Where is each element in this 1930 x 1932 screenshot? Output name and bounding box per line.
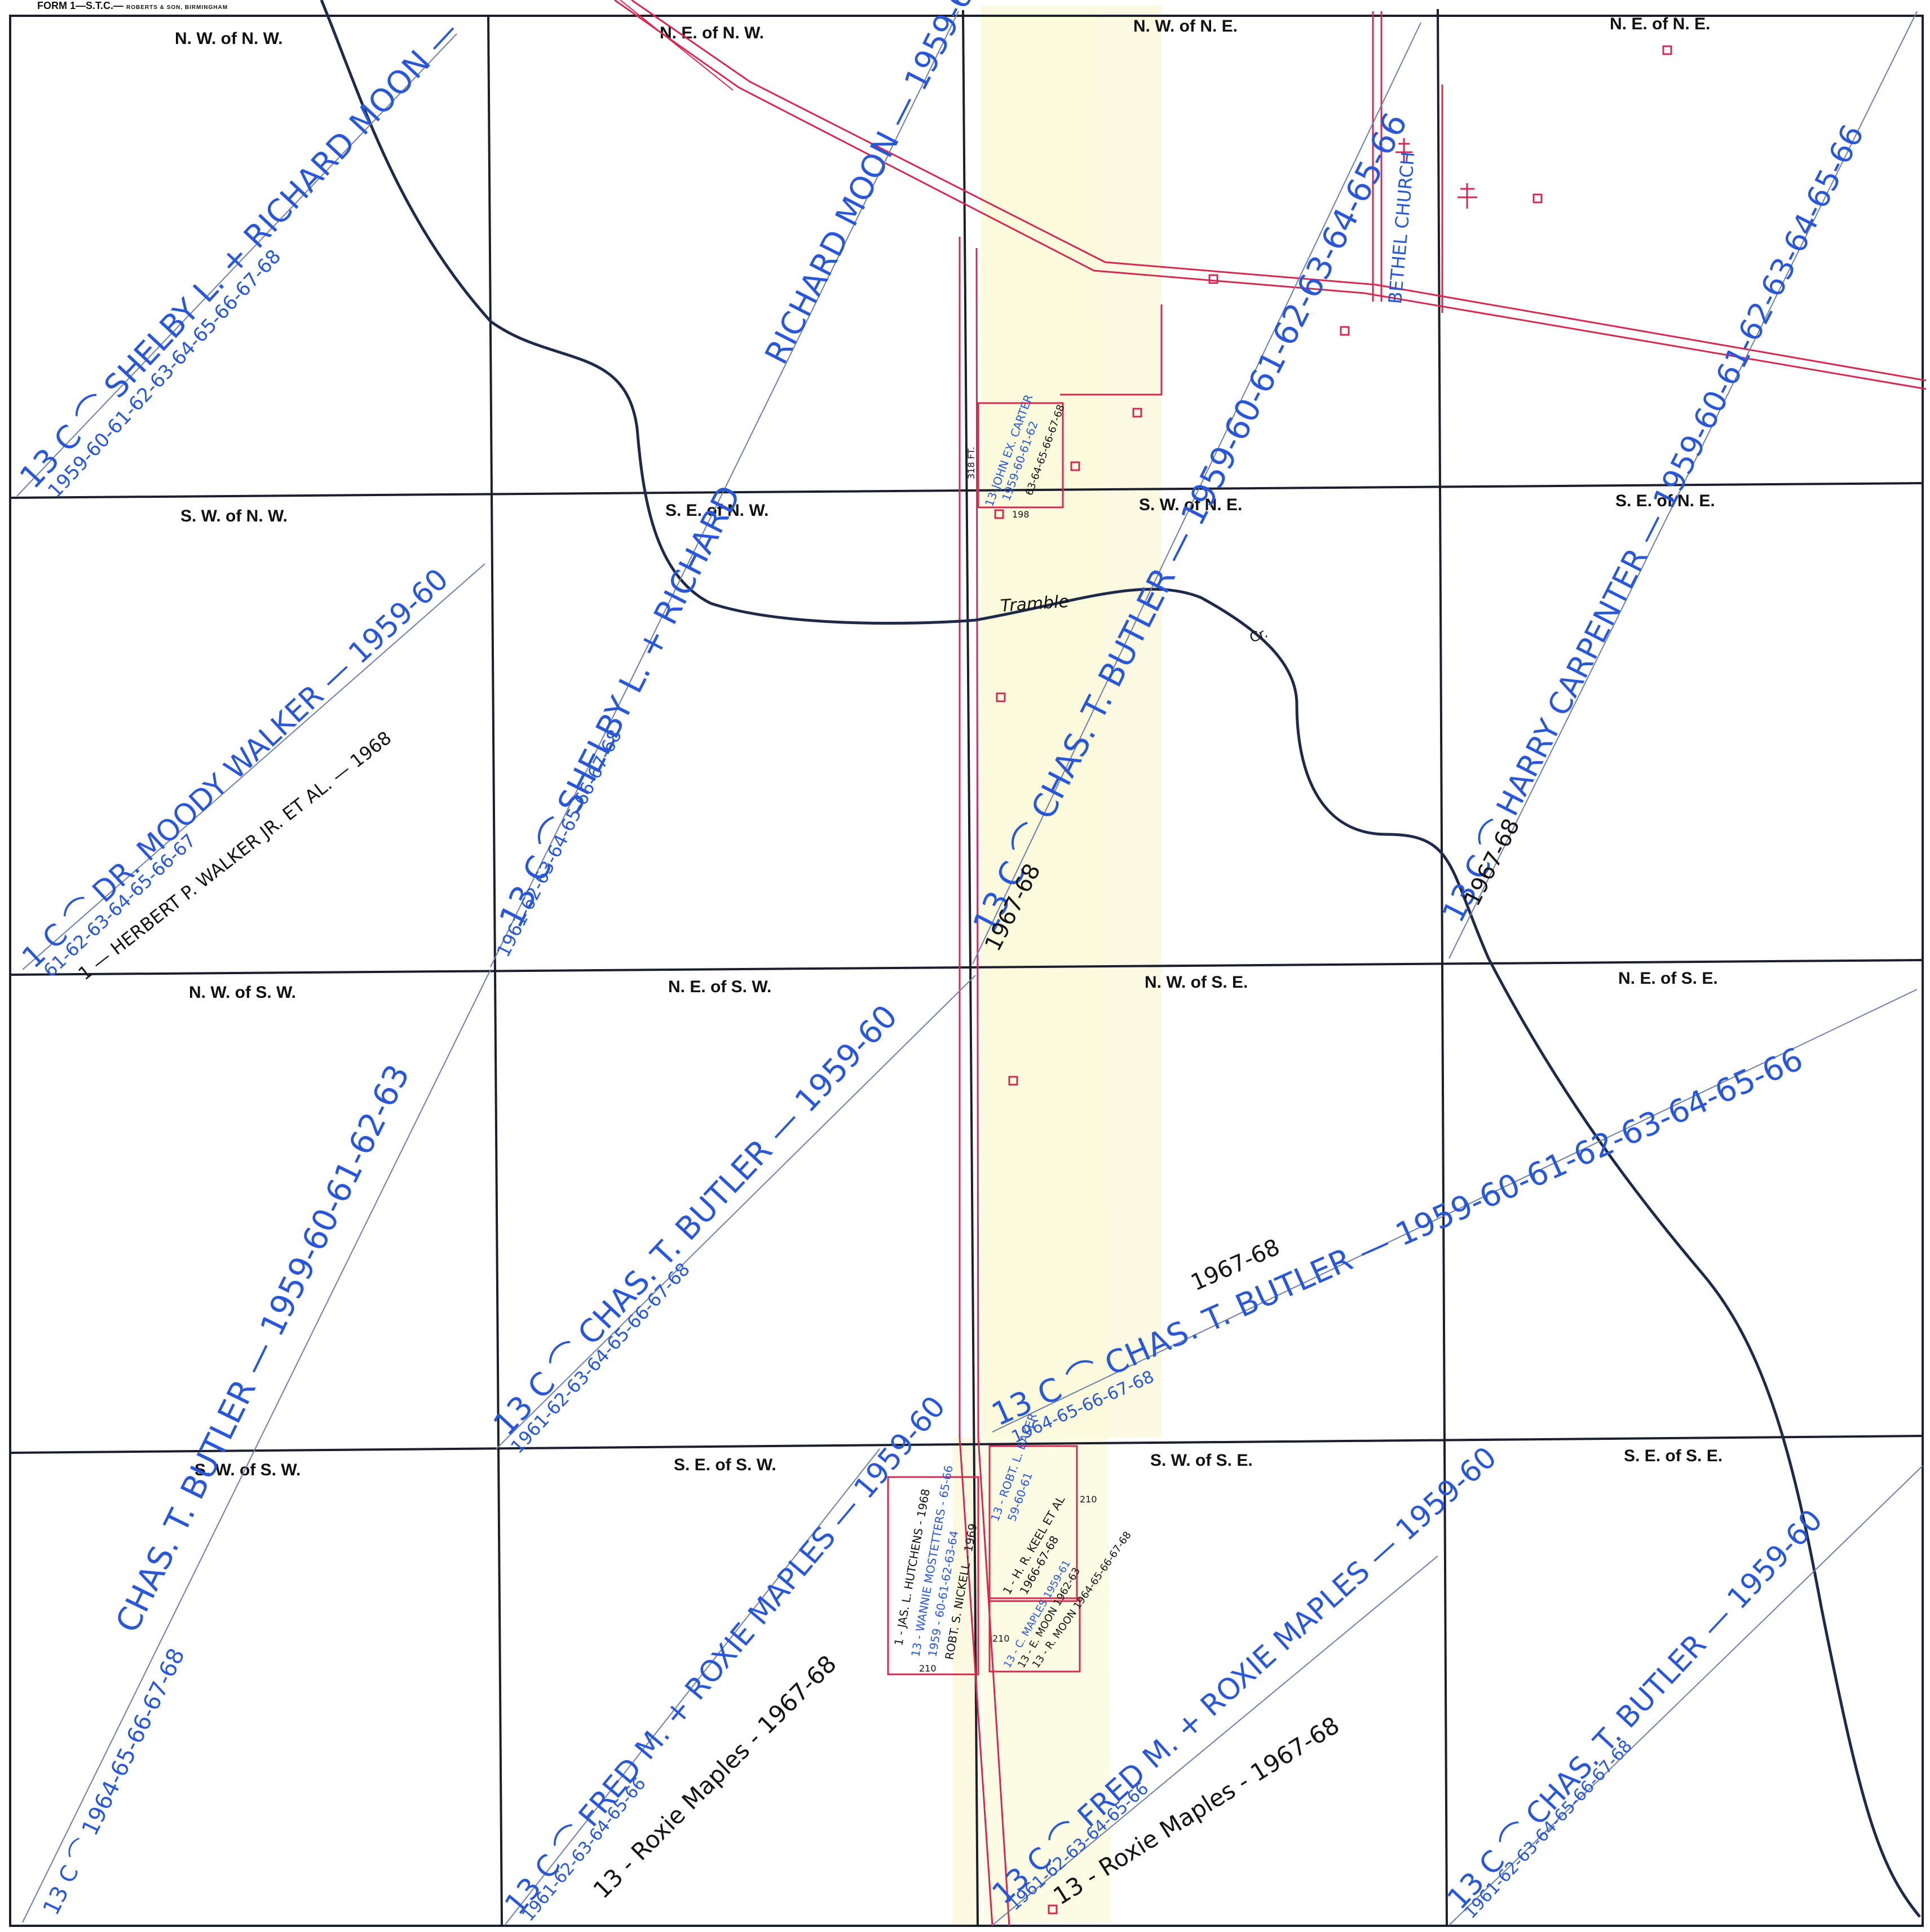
grid-line-h1 bbox=[10, 482, 1923, 499]
grid-line-h2 bbox=[10, 959, 1923, 976]
carter-dim-text: 318 FT. bbox=[966, 446, 977, 479]
parcel-maples-moon bbox=[988, 1597, 1081, 1673]
keel-dim-text: 210 bbox=[1080, 1494, 1097, 1505]
label-nw-nw: N. W. of N. W. bbox=[175, 29, 283, 48]
butler-nesw-owner-text: 13 C ⌒ CHAS. T. BUTLER — 1959-60 bbox=[487, 998, 905, 1443]
moon-senw-owner-text: 13 C ⌒ SHELBY L. + RICHARD bbox=[492, 479, 748, 934]
creek-line bbox=[320, 0, 1921, 1918]
moon-nenw-text: RICHARD MOON — 1959-60 bbox=[758, 0, 990, 370]
moon-senw-years-text: 1961-62-63-64-65-66-67-68 bbox=[492, 726, 626, 961]
parcel-hutchens bbox=[887, 1476, 979, 1675]
section-grid bbox=[9, 8, 1924, 1927]
owner-lines bbox=[16, 11, 1923, 1926]
label-ne-ne: N. E. of N. E. bbox=[1610, 15, 1710, 33]
tramble-road-label: Tramble bbox=[1000, 592, 1070, 616]
butler-sese-owner-text: 13 C ⌒ CHAS. T. BUTLER — 1959-60 bbox=[1441, 1503, 1830, 1916]
parcel-carter bbox=[977, 402, 1064, 509]
moon-owner-text: 13 C ⌒ SHELBY L. + RICHARD MOON — bbox=[13, 14, 466, 496]
walker-owner-text: 1 C ⌒ DR. MOODY WALKER — 1959-60 bbox=[16, 562, 455, 975]
moon-years-text: 1959-60-61-62-63-64-65-66-67-68 bbox=[43, 245, 285, 502]
butler-sw-years-text: 13 C ⌒ 1964-65-66-67-68 bbox=[38, 1644, 190, 1920]
label-ne-sw: N. E. of S. W. bbox=[668, 978, 771, 996]
publisher-label: ROBERTS & SON, BIRMINGHAM bbox=[126, 5, 228, 11]
road-red bbox=[614, 0, 1927, 390]
label-nw-ne: N. W. of N. E. bbox=[1133, 17, 1238, 36]
label-ne-nw: N. E. of N. W. bbox=[660, 24, 764, 42]
maples-dim-text: 210 bbox=[992, 1633, 1010, 1644]
butler-sw-name-text: CHAS. T. BUTLER — 1959-60-61-62-63 bbox=[108, 1059, 417, 1639]
label-se-se: S. E. of S. E. bbox=[1624, 1447, 1723, 1465]
grid-line-h3 bbox=[10, 1435, 1923, 1454]
section-border bbox=[9, 15, 1924, 1927]
carpenter-owner-text: 13 C ⌒ HARRY CARPENTER — 1959-60-61-62-6… bbox=[1435, 119, 1871, 928]
label-nw-sw: N. W. of S. W. bbox=[189, 983, 296, 1002]
label-sw-nw: S. W. of N. W. bbox=[180, 507, 288, 525]
road-red-vertical bbox=[959, 11, 1443, 1926]
butler-sese-years-text: 1961-62-63-64-65-66-67-68 bbox=[1460, 1736, 1636, 1923]
form-number: FORM 1—S.T.C.— bbox=[37, 0, 124, 11]
label-se-sw: S. E. of S. W. bbox=[674, 1456, 776, 1474]
quarter-labels: N. W. of N. W. N. E. of N. W. N. W. of N… bbox=[175, 15, 1723, 1479]
label-se-ne: S. E. of N. E. bbox=[1615, 492, 1715, 510]
small-parcels bbox=[887, 45, 1672, 1915]
bethel-church-label: BETHEL CHURCH bbox=[1384, 151, 1419, 305]
butler-nesw-years-text: 1961-62-63-64-65-66-67-68 bbox=[506, 1258, 694, 1457]
carter-dim2-text: 198 bbox=[1012, 509, 1030, 520]
parcel-keel bbox=[988, 1445, 1078, 1602]
form-label: FORM 1—S.T.C.— ROBERTS & SON, BIRMINGHAM bbox=[37, 0, 228, 12]
label-ne-se: N. E. of S. E. bbox=[1618, 969, 1718, 988]
label-nw-se: N. W. of S. E. bbox=[1145, 973, 1248, 992]
label-sw-se: S. W. of S. E. bbox=[1150, 1451, 1253, 1470]
hutchens-dim-text: 210 bbox=[919, 1663, 937, 1674]
grid-line-v3 bbox=[1437, 8, 1448, 1926]
church-icon bbox=[1395, 138, 1477, 209]
